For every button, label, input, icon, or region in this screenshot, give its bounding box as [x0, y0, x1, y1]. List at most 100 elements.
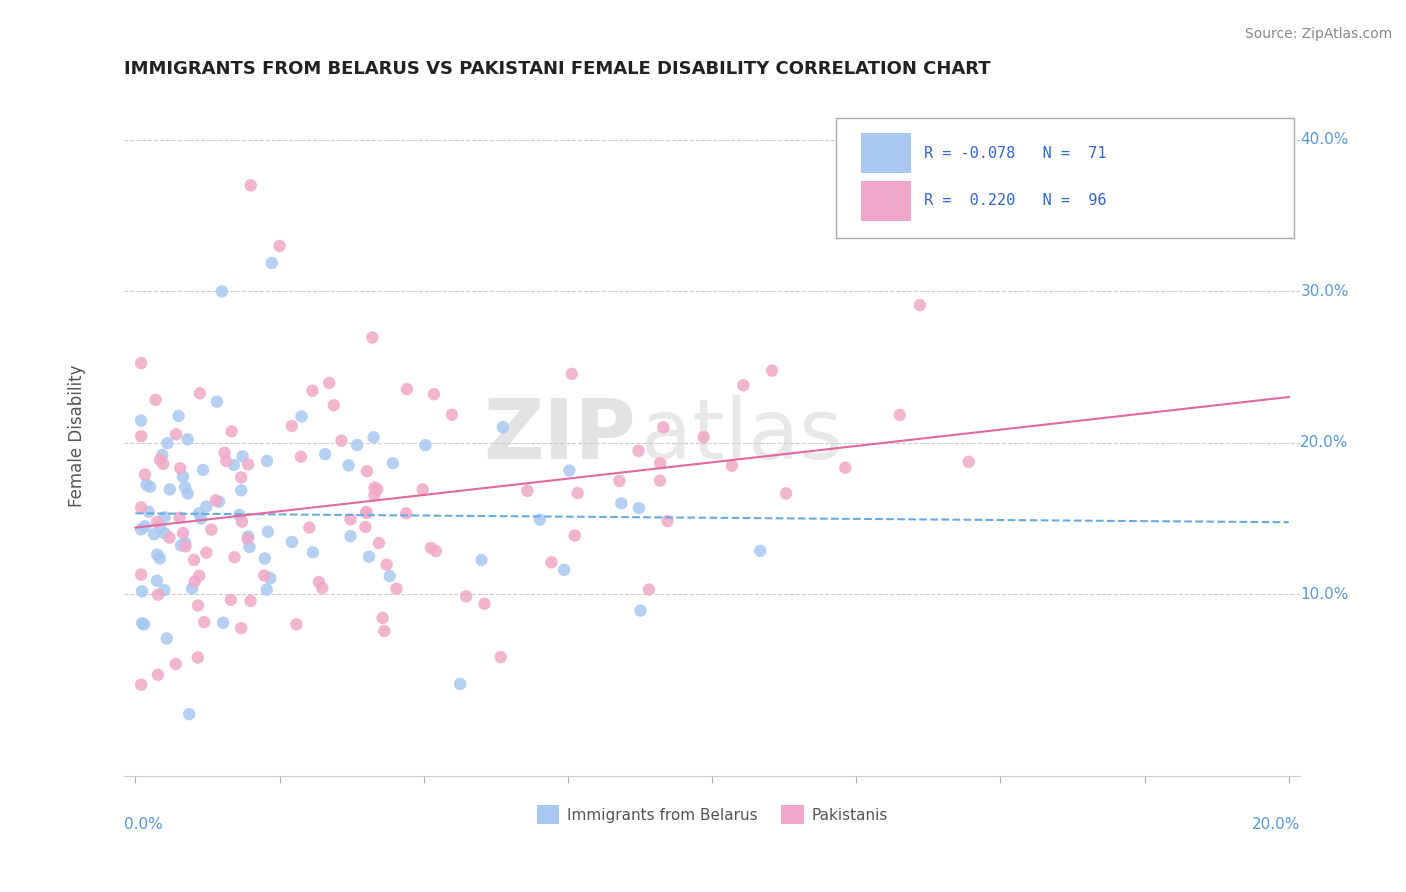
Point [834, 460, 856, 475]
Point [219, 592, 242, 607]
Point [356, 464, 378, 478]
Point [385, 582, 408, 596]
Point [224, 550, 246, 565]
Point [146, 515, 169, 529]
Point [129, 356, 152, 370]
Point [253, 551, 276, 566]
Point [208, 494, 231, 508]
Point [256, 454, 278, 468]
Text: 30.0%: 30.0% [1301, 284, 1348, 299]
Point [378, 569, 401, 583]
Point [239, 178, 262, 193]
Point [627, 443, 650, 458]
Point [159, 483, 181, 497]
Point [169, 510, 191, 524]
Point [239, 594, 262, 608]
Point [229, 621, 252, 635]
Point [153, 510, 176, 524]
Point [195, 500, 218, 514]
Point [311, 581, 333, 595]
Point [610, 496, 633, 510]
Text: R =  0.220   N =  96: R = 0.220 N = 96 [924, 194, 1107, 209]
Point [318, 376, 340, 390]
Point [259, 571, 281, 585]
Point [889, 408, 911, 422]
Point [395, 506, 418, 520]
Point [134, 467, 156, 482]
Title: IMMIGRANTS FROM BELARUS VS PAKISTANI FEMALE DISABILITY CORRELATION CHART: IMMIGRANTS FROM BELARUS VS PAKISTANI FEM… [124, 60, 990, 78]
Point [339, 529, 361, 543]
Point [721, 458, 744, 473]
Point [172, 469, 194, 483]
Point [129, 567, 152, 582]
Point [281, 535, 304, 549]
Point [149, 520, 172, 534]
Text: 20.0%: 20.0% [1301, 435, 1348, 450]
Point [627, 501, 650, 516]
Point [187, 599, 209, 613]
Point [269, 239, 291, 253]
Point [129, 678, 152, 692]
Point [561, 367, 583, 381]
Point [221, 425, 243, 439]
Point [363, 488, 385, 502]
Point [650, 456, 672, 470]
Point [354, 520, 377, 534]
Point [425, 544, 447, 558]
Point [146, 574, 169, 588]
Point [152, 457, 174, 471]
Point [761, 363, 783, 377]
Point [190, 511, 212, 525]
Point [363, 430, 385, 444]
Point [150, 448, 173, 462]
Point [177, 486, 200, 500]
Point [564, 528, 586, 542]
Point [238, 530, 260, 544]
Point [145, 392, 167, 407]
Point [733, 378, 755, 392]
Point [908, 298, 931, 312]
Bar [862, 133, 911, 173]
Point [298, 520, 321, 534]
Legend: Immigrants from Belarus, Pakistanis: Immigrants from Belarus, Pakistanis [530, 799, 894, 830]
Point [174, 540, 197, 554]
Text: Source: ZipAtlas.com: Source: ZipAtlas.com [1244, 27, 1392, 41]
Point [381, 456, 404, 470]
Point [143, 527, 166, 541]
Point [231, 515, 253, 529]
Point [558, 464, 581, 478]
Point [281, 419, 304, 434]
Point [135, 477, 157, 491]
Point [322, 398, 344, 412]
Point [129, 500, 152, 515]
Point [222, 458, 245, 472]
Point [232, 450, 254, 464]
Point [567, 486, 589, 500]
Point [146, 548, 169, 562]
Point [159, 531, 181, 545]
Point [146, 667, 169, 681]
Point [146, 588, 169, 602]
Point [415, 438, 437, 452]
Point [285, 617, 308, 632]
Point [749, 544, 772, 558]
Point [169, 461, 191, 475]
Point [420, 541, 443, 555]
Point [205, 394, 228, 409]
Text: 10.0%: 10.0% [1301, 587, 1348, 602]
Point [630, 603, 652, 617]
Point [214, 446, 236, 460]
Point [957, 455, 980, 469]
Point [367, 536, 389, 550]
Point [553, 563, 575, 577]
Point [529, 513, 551, 527]
Point [236, 458, 259, 472]
Point [257, 524, 280, 539]
Point [692, 430, 714, 444]
Point [131, 584, 153, 599]
Point [176, 432, 198, 446]
Text: 40.0%: 40.0% [1301, 132, 1348, 147]
Point [540, 555, 562, 569]
Point [129, 523, 152, 537]
Point [174, 480, 197, 494]
